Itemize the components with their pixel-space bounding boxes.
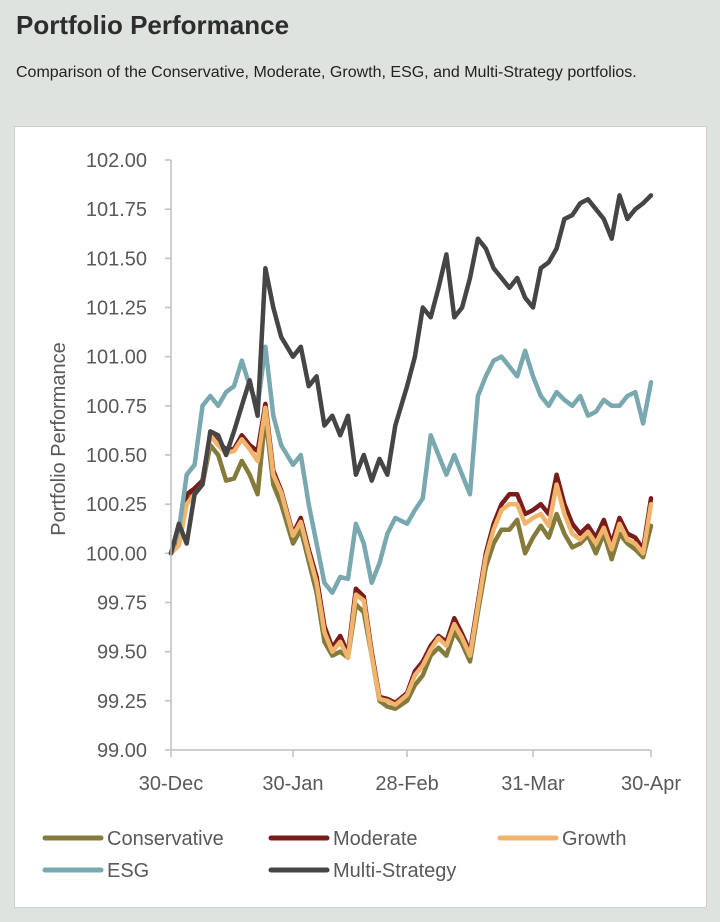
y-tick-label: 100.25 [86, 494, 147, 516]
x-tick-label: 31-Mar [501, 773, 565, 795]
chart-panel: 99.00 99.25 99.50 99.75 100.00 100.25 100.50 10… [14, 126, 707, 908]
series-line-esg [168, 344, 654, 595]
legend-label-multi-strategy: Multi-Strategy [333, 860, 456, 882]
series-lines [168, 193, 654, 711]
series-line-multi-strategy [168, 193, 654, 556]
y-axis-label: Portfolio Performance [48, 342, 70, 535]
page-title: Portfolio Performance [16, 10, 290, 40]
axes [170, 160, 651, 751]
y-tick-label: 101.75 [86, 199, 147, 221]
x-tick-label: 28-Feb [375, 773, 438, 795]
legend-label-conservative: Conservative [107, 828, 224, 850]
series-line-conservative [168, 413, 654, 711]
legend-label-moderate: Moderate [333, 828, 418, 850]
legend-label-esg: ESG [107, 860, 149, 882]
x-axis-ticks: 30-Dec 30-Jan 28-Feb 31-Mar 30-Apr [139, 750, 681, 795]
y-tick-label: 100.50 [86, 445, 147, 467]
series-line-moderate [168, 401, 654, 706]
x-tick-label: 30-Dec [139, 773, 203, 795]
y-tick-label: 102.00 [86, 150, 147, 172]
page-subtitle: Comparison of the Conservative, Moderate… [16, 64, 637, 81]
series-line-growth [168, 405, 654, 708]
y-tick-label: 99.75 [97, 593, 147, 615]
x-tick-label: 30-Jan [262, 773, 323, 795]
x-tick-label: 30-Apr [621, 773, 681, 795]
y-tick-label: 99.25 [97, 691, 147, 713]
y-tick-label: 101.50 [86, 248, 147, 270]
line-chart: 99.00 99.25 99.50 99.75 100.00 100.25 100.50 10… [42, 150, 681, 882]
y-tick-label: 100.00 [86, 543, 147, 565]
y-tick-label: 99.50 [97, 642, 147, 664]
y-axis-ticks: 99.00 99.25 99.50 99.75 100.00 100.25 100.50 10… [86, 150, 171, 762]
chart-legend: Conservative Moderate Growth ESG Multi-Strat… [42, 828, 626, 882]
y-tick-label: 100.75 [86, 396, 147, 418]
y-tick-label: 101.00 [86, 347, 147, 369]
legend-label-growth: Growth [562, 828, 626, 850]
y-tick-label: 99.00 [97, 740, 147, 762]
y-tick-label: 101.25 [86, 298, 147, 320]
